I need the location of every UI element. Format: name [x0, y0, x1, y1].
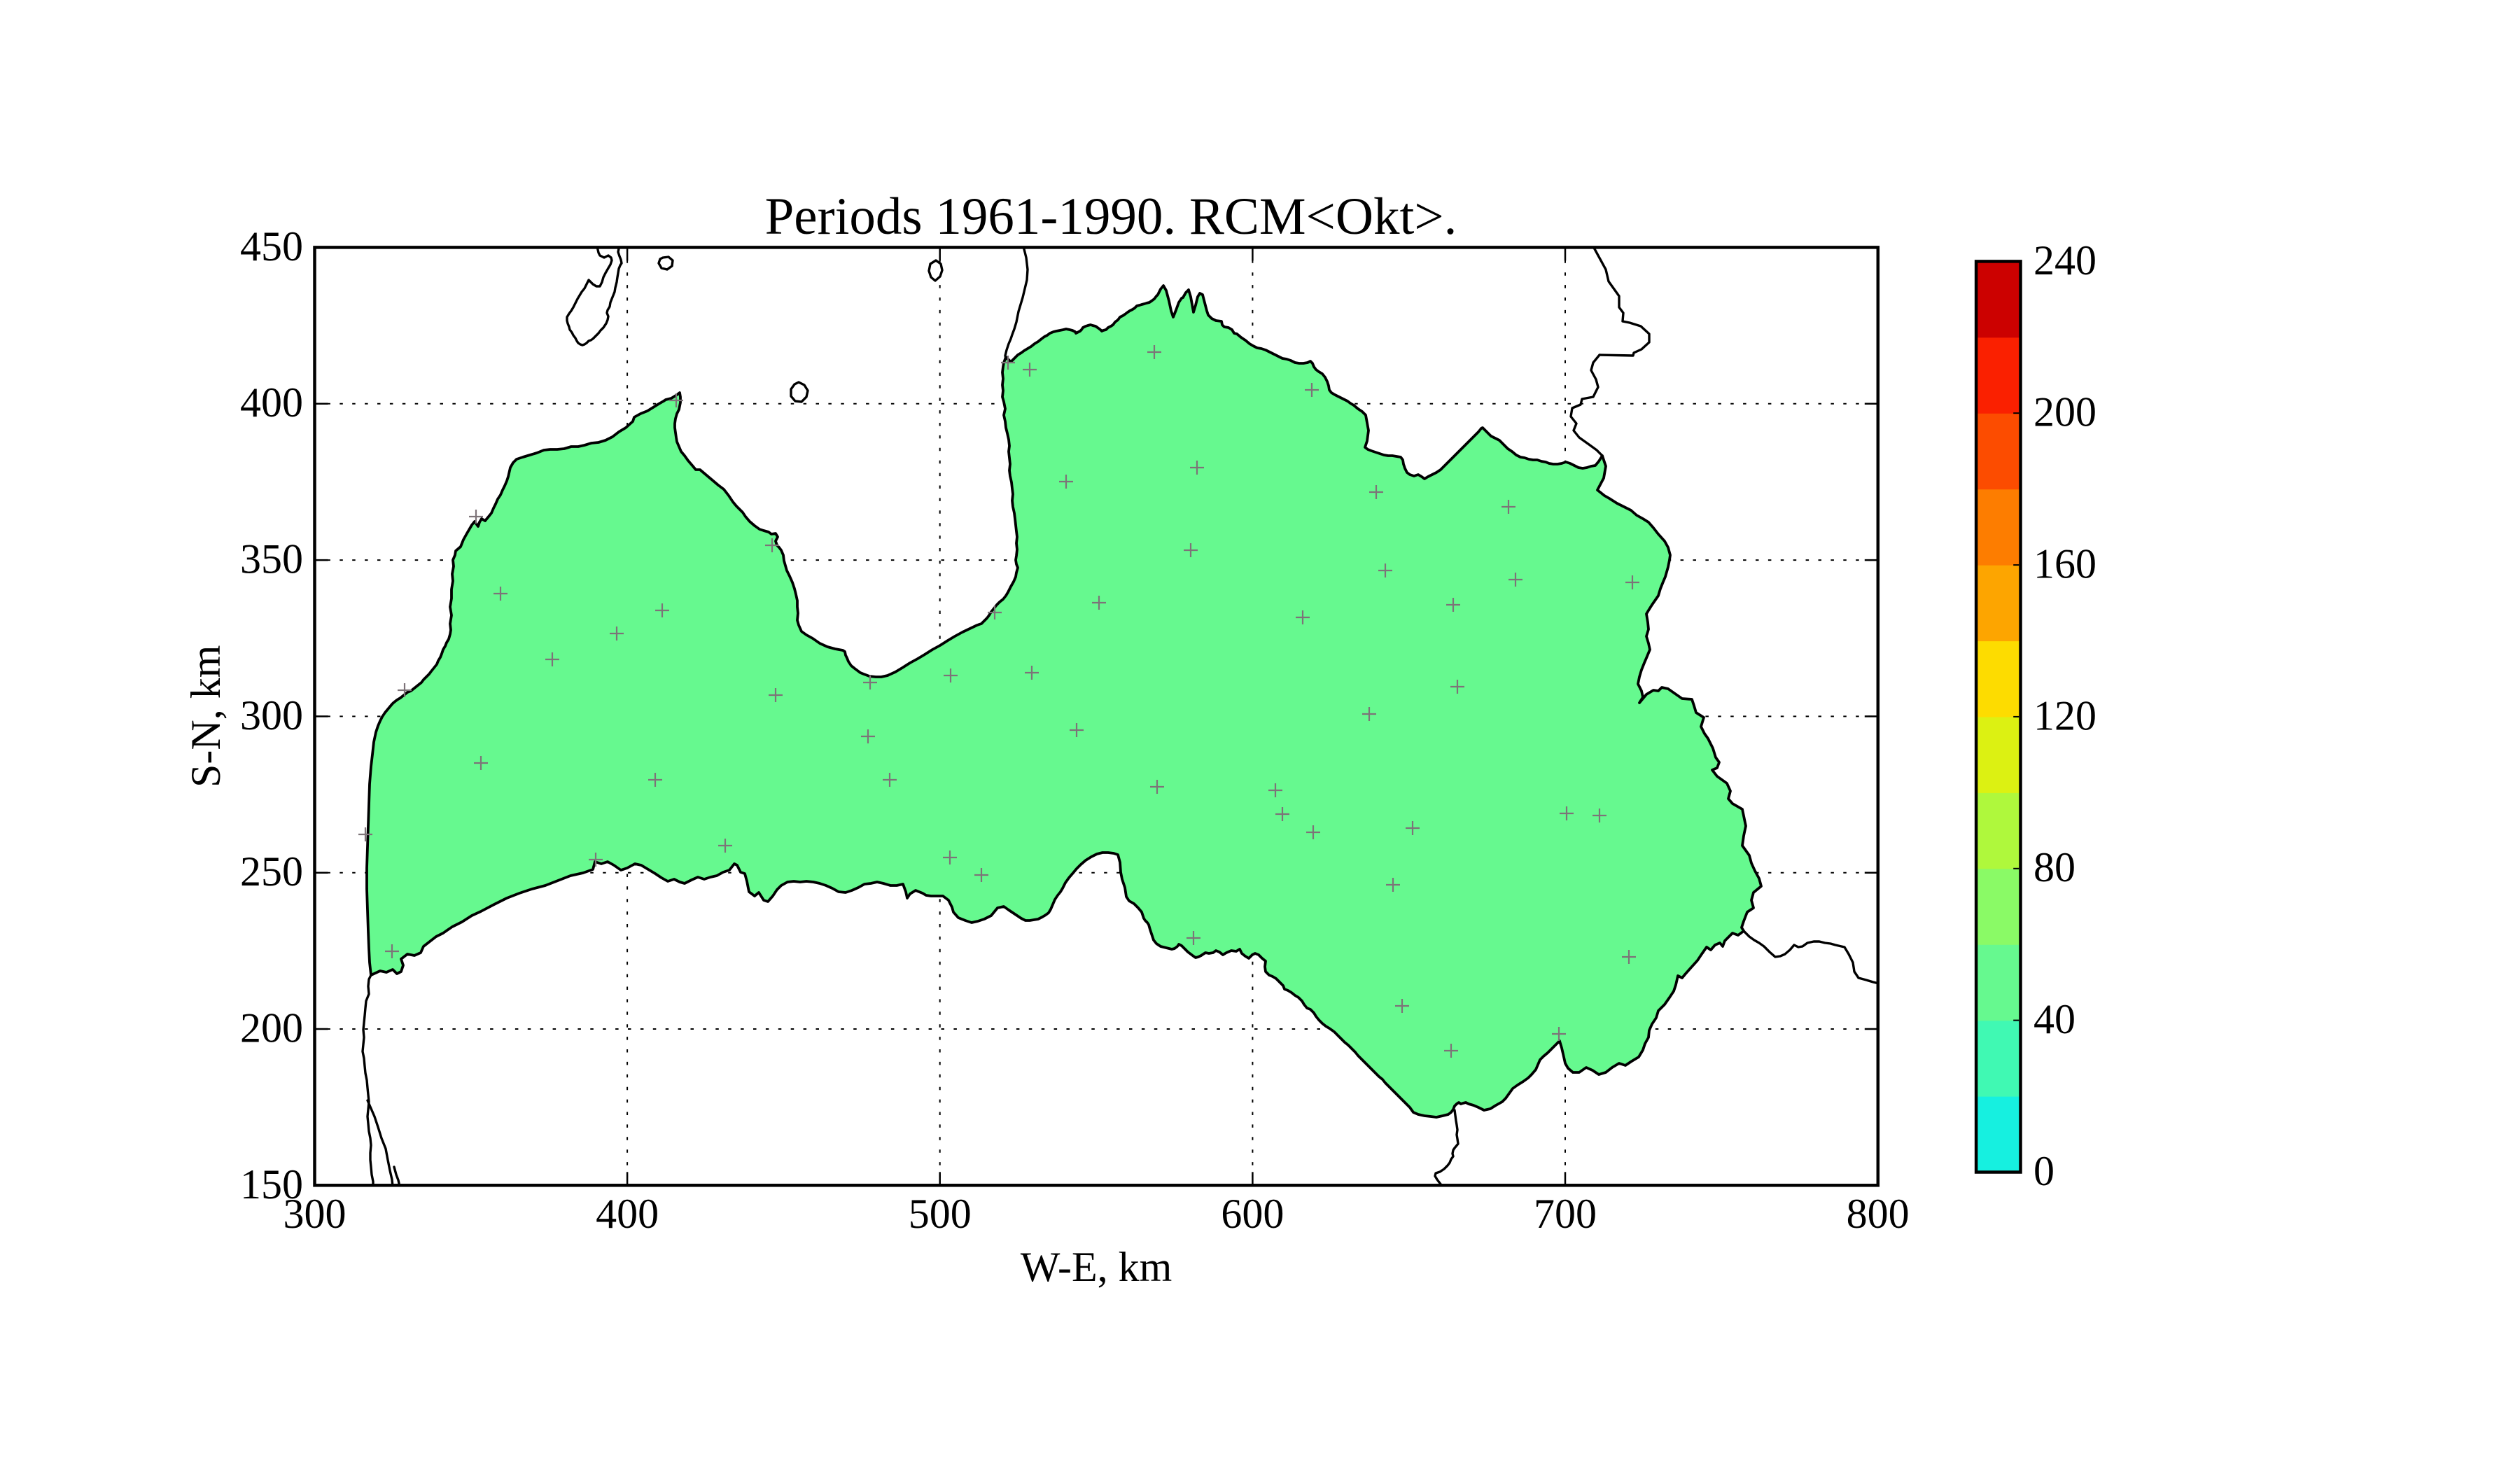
svg-text:500: 500 [909, 1191, 972, 1237]
svg-text:160: 160 [2033, 541, 2096, 587]
svg-text:800: 800 [1847, 1191, 1910, 1237]
svg-text:300: 300 [284, 1191, 346, 1237]
svg-text:80: 80 [2033, 844, 2076, 890]
svg-text:120: 120 [2033, 692, 2096, 738]
svg-text:150: 150 [240, 1161, 303, 1208]
svg-text:S-N, km: S-N, km [183, 645, 229, 788]
svg-text:600: 600 [1221, 1191, 1284, 1237]
svg-text:350: 350 [240, 536, 303, 582]
svg-text:200: 200 [2033, 389, 2096, 435]
svg-text:W-E, km: W-E, km [1021, 1244, 1172, 1290]
svg-text:40: 40 [2033, 996, 2076, 1042]
svg-text:300: 300 [240, 692, 303, 738]
svg-text:Periods 1961-1990. RCM<Okt>.: Periods 1961-1990. RCM<Okt>. [765, 188, 1457, 246]
svg-text:200: 200 [240, 1005, 303, 1051]
svg-text:700: 700 [1534, 1191, 1597, 1237]
svg-text:450: 450 [240, 223, 303, 270]
svg-text:0: 0 [2033, 1148, 2054, 1194]
svg-text:400: 400 [596, 1191, 659, 1237]
svg-text:400: 400 [240, 379, 303, 426]
svg-text:240: 240 [2033, 237, 2096, 284]
svg-text:250: 250 [240, 848, 303, 895]
